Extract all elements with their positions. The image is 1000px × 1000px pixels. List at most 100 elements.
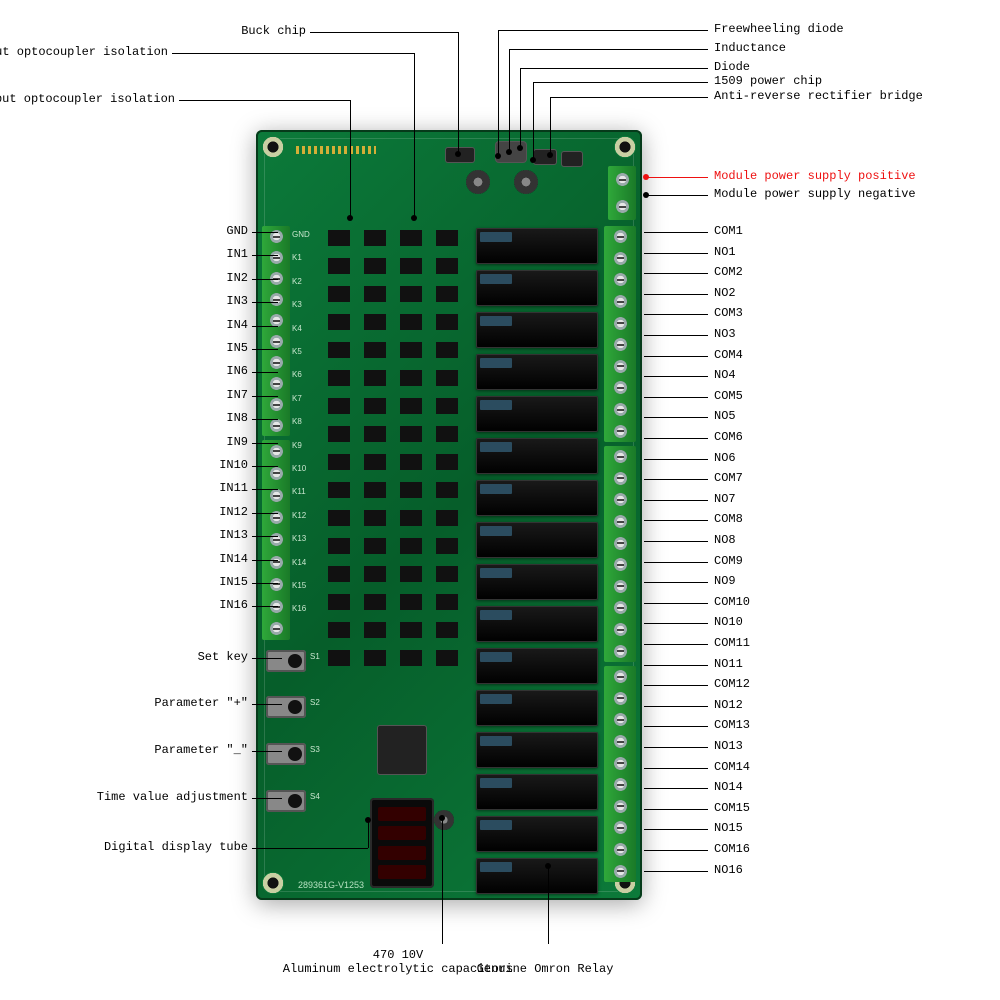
pcb-board: 289361G-V1253 GNDK1K2K3K4K5K6K7K8K9K10K1… bbox=[256, 130, 642, 900]
output-com-label: COM12 bbox=[714, 677, 750, 691]
pcb-silkscreen: K9 bbox=[292, 441, 302, 450]
relay bbox=[476, 522, 598, 558]
power-terminal-block bbox=[608, 166, 636, 220]
time-adjust-button[interactable] bbox=[266, 790, 306, 812]
output-com-label: COM11 bbox=[714, 636, 750, 650]
power-label: Module power supply negative bbox=[714, 187, 916, 201]
output-com-label: COM8 bbox=[714, 512, 743, 526]
pcb-silkscreen: K6 bbox=[292, 370, 302, 379]
input-pin-label: GND bbox=[168, 224, 248, 238]
output-com-label: COM5 bbox=[714, 389, 743, 403]
relay bbox=[476, 606, 598, 642]
input-pin-label: IN4 bbox=[168, 318, 248, 332]
input-pin-label: IN11 bbox=[168, 481, 248, 495]
relay bbox=[476, 396, 598, 432]
set-key-button[interactable] bbox=[266, 650, 306, 672]
output-com-label: COM7 bbox=[714, 471, 743, 485]
output-com-label: COM1 bbox=[714, 224, 743, 238]
callout-label: 1509 power chip bbox=[714, 74, 822, 88]
output-terminal-block-3 bbox=[604, 666, 636, 882]
pcb-silkscreen: K8 bbox=[292, 417, 302, 426]
pcb-model-silkscreen: 289361G-V1253 bbox=[298, 880, 364, 890]
input-pin-label: IN6 bbox=[168, 364, 248, 378]
output-no-label: NO15 bbox=[714, 821, 743, 835]
header-pins bbox=[296, 146, 376, 154]
input-pin-label: IN8 bbox=[168, 411, 248, 425]
output-com-label: COM2 bbox=[714, 265, 743, 279]
relay bbox=[476, 816, 598, 852]
output-no-label: NO9 bbox=[714, 574, 736, 588]
pcb-silkscreen: S3 bbox=[310, 745, 320, 754]
input-pin-label: IN12 bbox=[168, 505, 248, 519]
pcb-silkscreen: K4 bbox=[292, 324, 302, 333]
input-pin-label: IN10 bbox=[168, 458, 248, 472]
input-terminal-block-2 bbox=[262, 440, 290, 640]
bottom-callout-label: Genuine Omron Relay bbox=[477, 962, 614, 976]
relay bbox=[476, 270, 598, 306]
callout-label: Output optocoupler isolation bbox=[0, 45, 168, 59]
output-com-label: COM6 bbox=[714, 430, 743, 444]
rectifier-bridge bbox=[562, 152, 582, 166]
display-label: Digital display tube bbox=[78, 840, 248, 854]
pcb-silkscreen: K7 bbox=[292, 394, 302, 403]
pcb-silkscreen: K14 bbox=[292, 558, 306, 567]
input-pin-label: IN3 bbox=[168, 294, 248, 308]
power-chip bbox=[534, 150, 556, 164]
output-no-label: NO16 bbox=[714, 863, 743, 877]
pcb-silkscreen: K11 bbox=[292, 487, 306, 496]
input-pin-label: IN14 bbox=[168, 552, 248, 566]
callout-label: Inductance bbox=[714, 41, 786, 55]
input-pin-label: IN5 bbox=[168, 341, 248, 355]
output-no-label: NO4 bbox=[714, 368, 736, 382]
relay bbox=[476, 774, 598, 810]
relay bbox=[476, 732, 598, 768]
callout-label: Buck chip bbox=[241, 24, 306, 38]
output-com-label: COM14 bbox=[714, 760, 750, 774]
output-com-label: COM16 bbox=[714, 842, 750, 856]
relay-column bbox=[476, 228, 598, 894]
output-no-label: NO10 bbox=[714, 615, 743, 629]
relay bbox=[476, 858, 598, 894]
relay bbox=[476, 438, 598, 474]
pcb-silkscreen: K15 bbox=[292, 581, 306, 590]
input-pin-label: IN7 bbox=[168, 388, 248, 402]
output-terminal-block-1 bbox=[604, 226, 636, 442]
pcb-silkscreen: S2 bbox=[310, 698, 320, 707]
output-com-label: COM13 bbox=[714, 718, 750, 732]
input-pin-label: IN13 bbox=[168, 528, 248, 542]
input-terminal-block-1 bbox=[262, 226, 290, 436]
param-minus-button[interactable] bbox=[266, 743, 306, 765]
output-opto-column bbox=[400, 230, 422, 678]
input-opto-column bbox=[328, 230, 350, 678]
input-pin-label: IN16 bbox=[168, 598, 248, 612]
pcb-silkscreen: K3 bbox=[292, 300, 302, 309]
input-pin-label: IN1 bbox=[168, 247, 248, 261]
output-no-label: NO12 bbox=[714, 698, 743, 712]
input-pin-label: IN9 bbox=[168, 435, 248, 449]
input-pin-label: IN2 bbox=[168, 271, 248, 285]
pcb-silkscreen: K10 bbox=[292, 464, 306, 473]
input-pin-label: IN15 bbox=[168, 575, 248, 589]
bottom-callout-value: 470 10V bbox=[373, 948, 423, 962]
pcb-silkscreen: K13 bbox=[292, 534, 306, 543]
output-no-label: NO14 bbox=[714, 780, 743, 794]
power-label: Module power supply positive bbox=[714, 169, 916, 183]
button-label: Time value adjustment bbox=[78, 790, 248, 804]
output-no-label: NO11 bbox=[714, 657, 743, 671]
pcb-silkscreen: GND bbox=[292, 230, 310, 239]
output-no-label: NO2 bbox=[714, 286, 736, 300]
output-no-label: NO1 bbox=[714, 245, 736, 259]
relay bbox=[476, 480, 598, 516]
pcb-silkscreen: K16 bbox=[292, 604, 306, 613]
relay bbox=[476, 564, 598, 600]
output-com-label: COM15 bbox=[714, 801, 750, 815]
output-com-label: COM9 bbox=[714, 554, 743, 568]
callout-label: Freewheeling diode bbox=[714, 22, 844, 36]
button-label: Set key bbox=[78, 650, 248, 664]
param-plus-button[interactable] bbox=[266, 696, 306, 718]
pcb-silkscreen: S4 bbox=[310, 792, 320, 801]
output-no-label: NO5 bbox=[714, 409, 736, 423]
relay bbox=[476, 690, 598, 726]
mcu-chip bbox=[378, 726, 426, 774]
output-com-label: COM10 bbox=[714, 595, 750, 609]
